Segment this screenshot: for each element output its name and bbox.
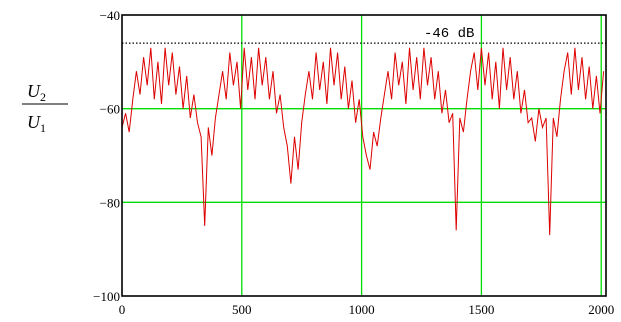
x-tick-label: 1000: [349, 302, 375, 317]
y-axis-label: U2 U1: [22, 81, 68, 135]
x-tick-label: 1500: [468, 302, 494, 317]
y-tick-label: −60: [100, 102, 120, 117]
y-tick-label: −100: [93, 289, 120, 304]
y-tick-labels: −40 −60 −80 −100: [93, 8, 120, 304]
plot-frame: [121, 14, 607, 297]
x-tick-label: 0: [119, 302, 126, 317]
y-tick-label: −40: [100, 8, 120, 23]
grid: [122, 15, 606, 296]
x-tick-label: 500: [232, 302, 252, 317]
x-tick-labels: 0 500 1000 1500 2000: [119, 302, 614, 317]
series-line: [122, 47, 605, 236]
y-label-denominator: U1: [27, 112, 46, 135]
reference-line-label: -46 dB: [424, 26, 474, 42]
y-label-numerator: U2: [27, 81, 46, 104]
x-tick-label: 2000: [588, 302, 614, 317]
y-tick-label: −80: [100, 195, 120, 210]
